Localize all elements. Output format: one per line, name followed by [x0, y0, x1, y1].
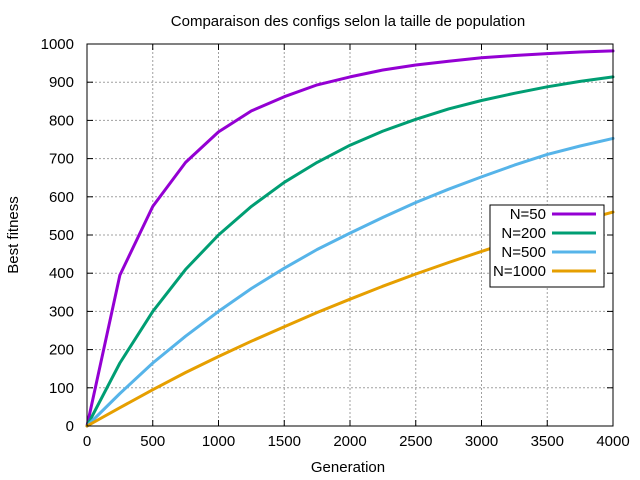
- legend-box: [489, 204, 605, 288]
- legend-label: N=500: [501, 244, 546, 261]
- y-tick-label: 1000: [41, 36, 74, 53]
- y-axis-label: Best fitness: [5, 196, 22, 274]
- series-line-n-50: [85, 49, 615, 428]
- x-tick-label: 3000: [465, 433, 498, 450]
- y-tick-label: 400: [49, 265, 74, 282]
- legend-label: N=50: [510, 206, 546, 223]
- y-tick-label: 800: [49, 112, 74, 129]
- y-tick-label: 600: [49, 189, 74, 206]
- x-tick-label: 500: [140, 433, 165, 450]
- x-axis-label: Generation: [311, 459, 385, 476]
- x-tick-label: 0: [83, 433, 91, 450]
- x-tick-label: 3500: [531, 433, 564, 450]
- x-tick-label: 1500: [268, 433, 301, 450]
- series-line-n-500: [85, 136, 615, 428]
- legend: N=50 N=200 N=500 N=1000: [489, 204, 605, 288]
- y-tick-label: 0: [66, 418, 74, 435]
- legend-label: N=1000: [493, 263, 546, 280]
- series-line-n-200: [85, 75, 615, 428]
- y-tick-label: 500: [49, 227, 74, 244]
- x-tick-label: 1000: [202, 433, 235, 450]
- x-tick-label: 2500: [399, 433, 432, 450]
- x-tick-label: 4000: [596, 433, 629, 450]
- axis-ticks: 0 500 1000 1500 2000 2500 3000 3500 4000 0 100 200 3…: [41, 36, 630, 450]
- chart-title: Comparaison des configs selon la taille …: [171, 13, 525, 30]
- y-tick-label: 700: [49, 151, 74, 168]
- y-tick-label: 200: [49, 342, 74, 359]
- legend-label: N=200: [501, 225, 546, 242]
- x-tick-label: 2000: [333, 433, 366, 450]
- y-tick-label: 100: [49, 380, 74, 397]
- y-tick-label: 900: [49, 74, 74, 91]
- y-tick-label: 300: [49, 303, 74, 320]
